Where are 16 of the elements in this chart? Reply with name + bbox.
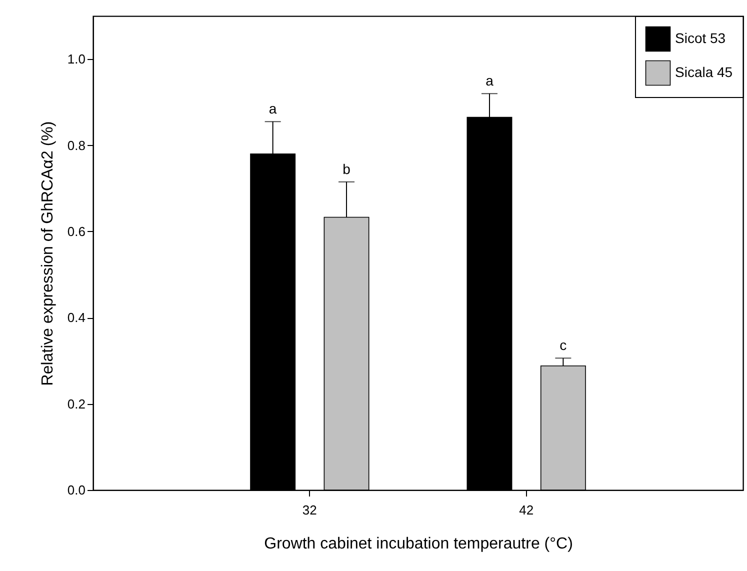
annotation: c bbox=[560, 337, 567, 354]
legend-label: Sicot 53 bbox=[675, 30, 726, 46]
annotation: b bbox=[342, 160, 351, 177]
y-axis-title: Relative expression of GhRCAα2 (%) bbox=[39, 121, 56, 386]
y-tick-label: 0.6 bbox=[67, 224, 86, 239]
y-tick-label: 0.2 bbox=[67, 396, 86, 412]
y-tick-label: 0.0 bbox=[67, 482, 86, 498]
annotation: a bbox=[268, 100, 277, 117]
y-tick-label: 0.8 bbox=[67, 138, 86, 153]
annotation: a bbox=[486, 72, 494, 89]
y-tick-label: 0.4 bbox=[67, 310, 86, 326]
y-tick-label: 1.0 bbox=[67, 52, 86, 67]
x-tick-label: 32 bbox=[302, 502, 317, 518]
legend-label: Sicala 45 bbox=[675, 64, 733, 80]
x-axis-title: Growth cabinet incubation temperautre (°C) bbox=[264, 536, 573, 552]
x-tick-label: 42 bbox=[519, 502, 534, 518]
